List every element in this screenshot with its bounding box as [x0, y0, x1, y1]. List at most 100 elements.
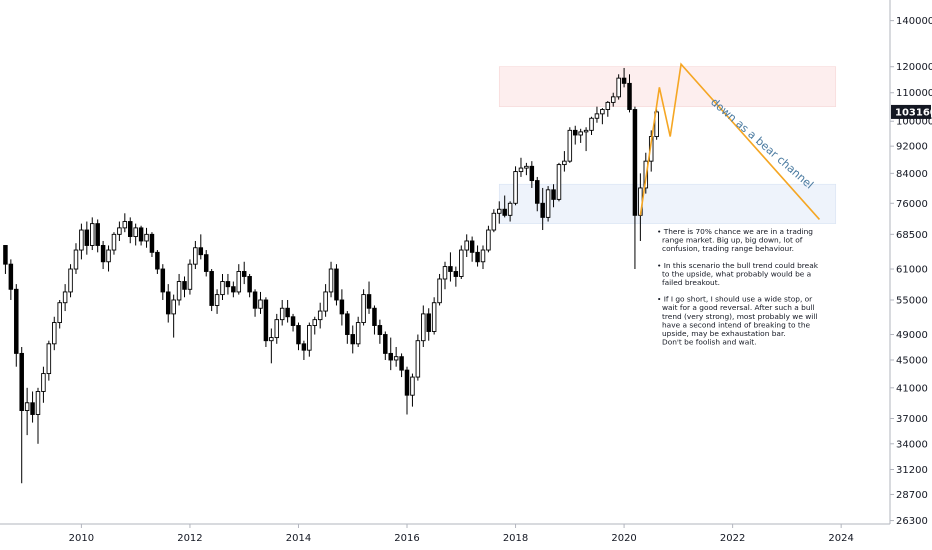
- candle-body: [187, 263, 193, 290]
- candle: [431, 297, 437, 335]
- candle-body: [627, 82, 632, 110]
- candle-body: [84, 229, 90, 246]
- candle: [426, 308, 431, 341]
- candle: [594, 106, 600, 123]
- candle-body: [507, 202, 513, 216]
- candle: [328, 261, 334, 298]
- candle-body: [583, 129, 589, 133]
- candle-body: [328, 268, 334, 293]
- candle-body: [209, 271, 214, 306]
- candle-body: [193, 247, 198, 265]
- candle-body: [269, 337, 274, 342]
- candle-body: [176, 281, 182, 301]
- candle-body: [133, 227, 138, 237]
- candle-body: [301, 343, 307, 351]
- candle-body: [127, 221, 133, 237]
- y-tick-label: 26300: [896, 516, 928, 527]
- candle: [312, 316, 318, 335]
- candle-body: [605, 101, 611, 110]
- candle-body: [106, 249, 111, 263]
- candle-body: [274, 319, 280, 339]
- candle-body: [111, 233, 117, 251]
- candle-body: [453, 271, 459, 277]
- candle-body: [464, 240, 469, 251]
- projection-line: [639, 62, 821, 220]
- candle-body: [73, 249, 79, 270]
- candle: [513, 166, 518, 206]
- candle-body: [589, 117, 594, 131]
- candle-body: [263, 299, 269, 342]
- candle: [90, 217, 95, 251]
- candle: [106, 245, 111, 272]
- candle: [524, 162, 529, 176]
- candle-body: [165, 291, 171, 315]
- last-price-label: 103160: [891, 104, 932, 119]
- note-line: upside, may be exhaustation bar.: [662, 329, 786, 338]
- candle-body: [399, 356, 404, 371]
- note-line: to the upside, what probably would be a: [662, 269, 811, 278]
- candle: [160, 264, 166, 300]
- candle: [502, 195, 507, 218]
- candle-body: [117, 227, 122, 235]
- candle-body: [616, 77, 621, 98]
- candle: [214, 289, 220, 314]
- candle: [203, 250, 209, 277]
- candle-body: [307, 325, 312, 351]
- note-line: failed breakout.: [662, 278, 720, 287]
- candle: [562, 151, 567, 172]
- candle-body: [220, 281, 225, 296]
- candle-body: [480, 249, 486, 263]
- candle-body: [241, 271, 247, 277]
- candle-body: [258, 299, 263, 309]
- candle-body: [62, 291, 68, 304]
- candle: [149, 232, 155, 258]
- note-line: trend (very strong), most probably we wi…: [662, 312, 817, 321]
- candle: [307, 322, 312, 357]
- candle: [507, 201, 513, 222]
- y-tick-label: 37000: [896, 414, 928, 425]
- x-tick-label: 2012: [177, 533, 202, 544]
- candle: [35, 387, 41, 444]
- candle: [133, 223, 138, 246]
- candle-body: [513, 171, 518, 204]
- candle: [589, 116, 594, 135]
- candle-body: [138, 227, 144, 242]
- candle: [410, 373, 415, 407]
- candle-body: [578, 131, 583, 136]
- candle: [540, 187, 545, 231]
- candle: [388, 337, 393, 371]
- last-price-text: 103160: [895, 107, 932, 118]
- candle-body: [572, 129, 578, 136]
- candle-body: [383, 334, 388, 354]
- candle-body: [431, 302, 437, 332]
- candle: [225, 273, 231, 295]
- candle-body: [361, 294, 366, 324]
- candle: [14, 284, 19, 367]
- y-tick-label: 84000: [896, 169, 928, 180]
- candle: [486, 225, 491, 253]
- candle: [551, 184, 556, 208]
- candle-body: [182, 281, 187, 290]
- x-tick-label: 2020: [611, 533, 636, 544]
- candle: [497, 201, 502, 224]
- candle: [339, 289, 345, 326]
- candle: [231, 281, 236, 298]
- y-tick-label: 41000: [896, 383, 928, 394]
- candle-body: [388, 352, 393, 361]
- candle-body: [426, 313, 431, 332]
- candle: [491, 209, 497, 233]
- candle-body: [317, 310, 323, 321]
- y-tick-label: 61000: [896, 265, 928, 276]
- candle-body: [556, 164, 562, 200]
- candle: [247, 273, 252, 298]
- candle: [421, 305, 426, 347]
- candle: [317, 302, 323, 329]
- note-line: Don't be foolish and wait.: [662, 338, 757, 347]
- y-tick-label: 120000: [896, 62, 932, 73]
- candle-body: [95, 223, 100, 246]
- candle-body: [46, 343, 52, 375]
- y-tick-label: 140000: [896, 16, 932, 27]
